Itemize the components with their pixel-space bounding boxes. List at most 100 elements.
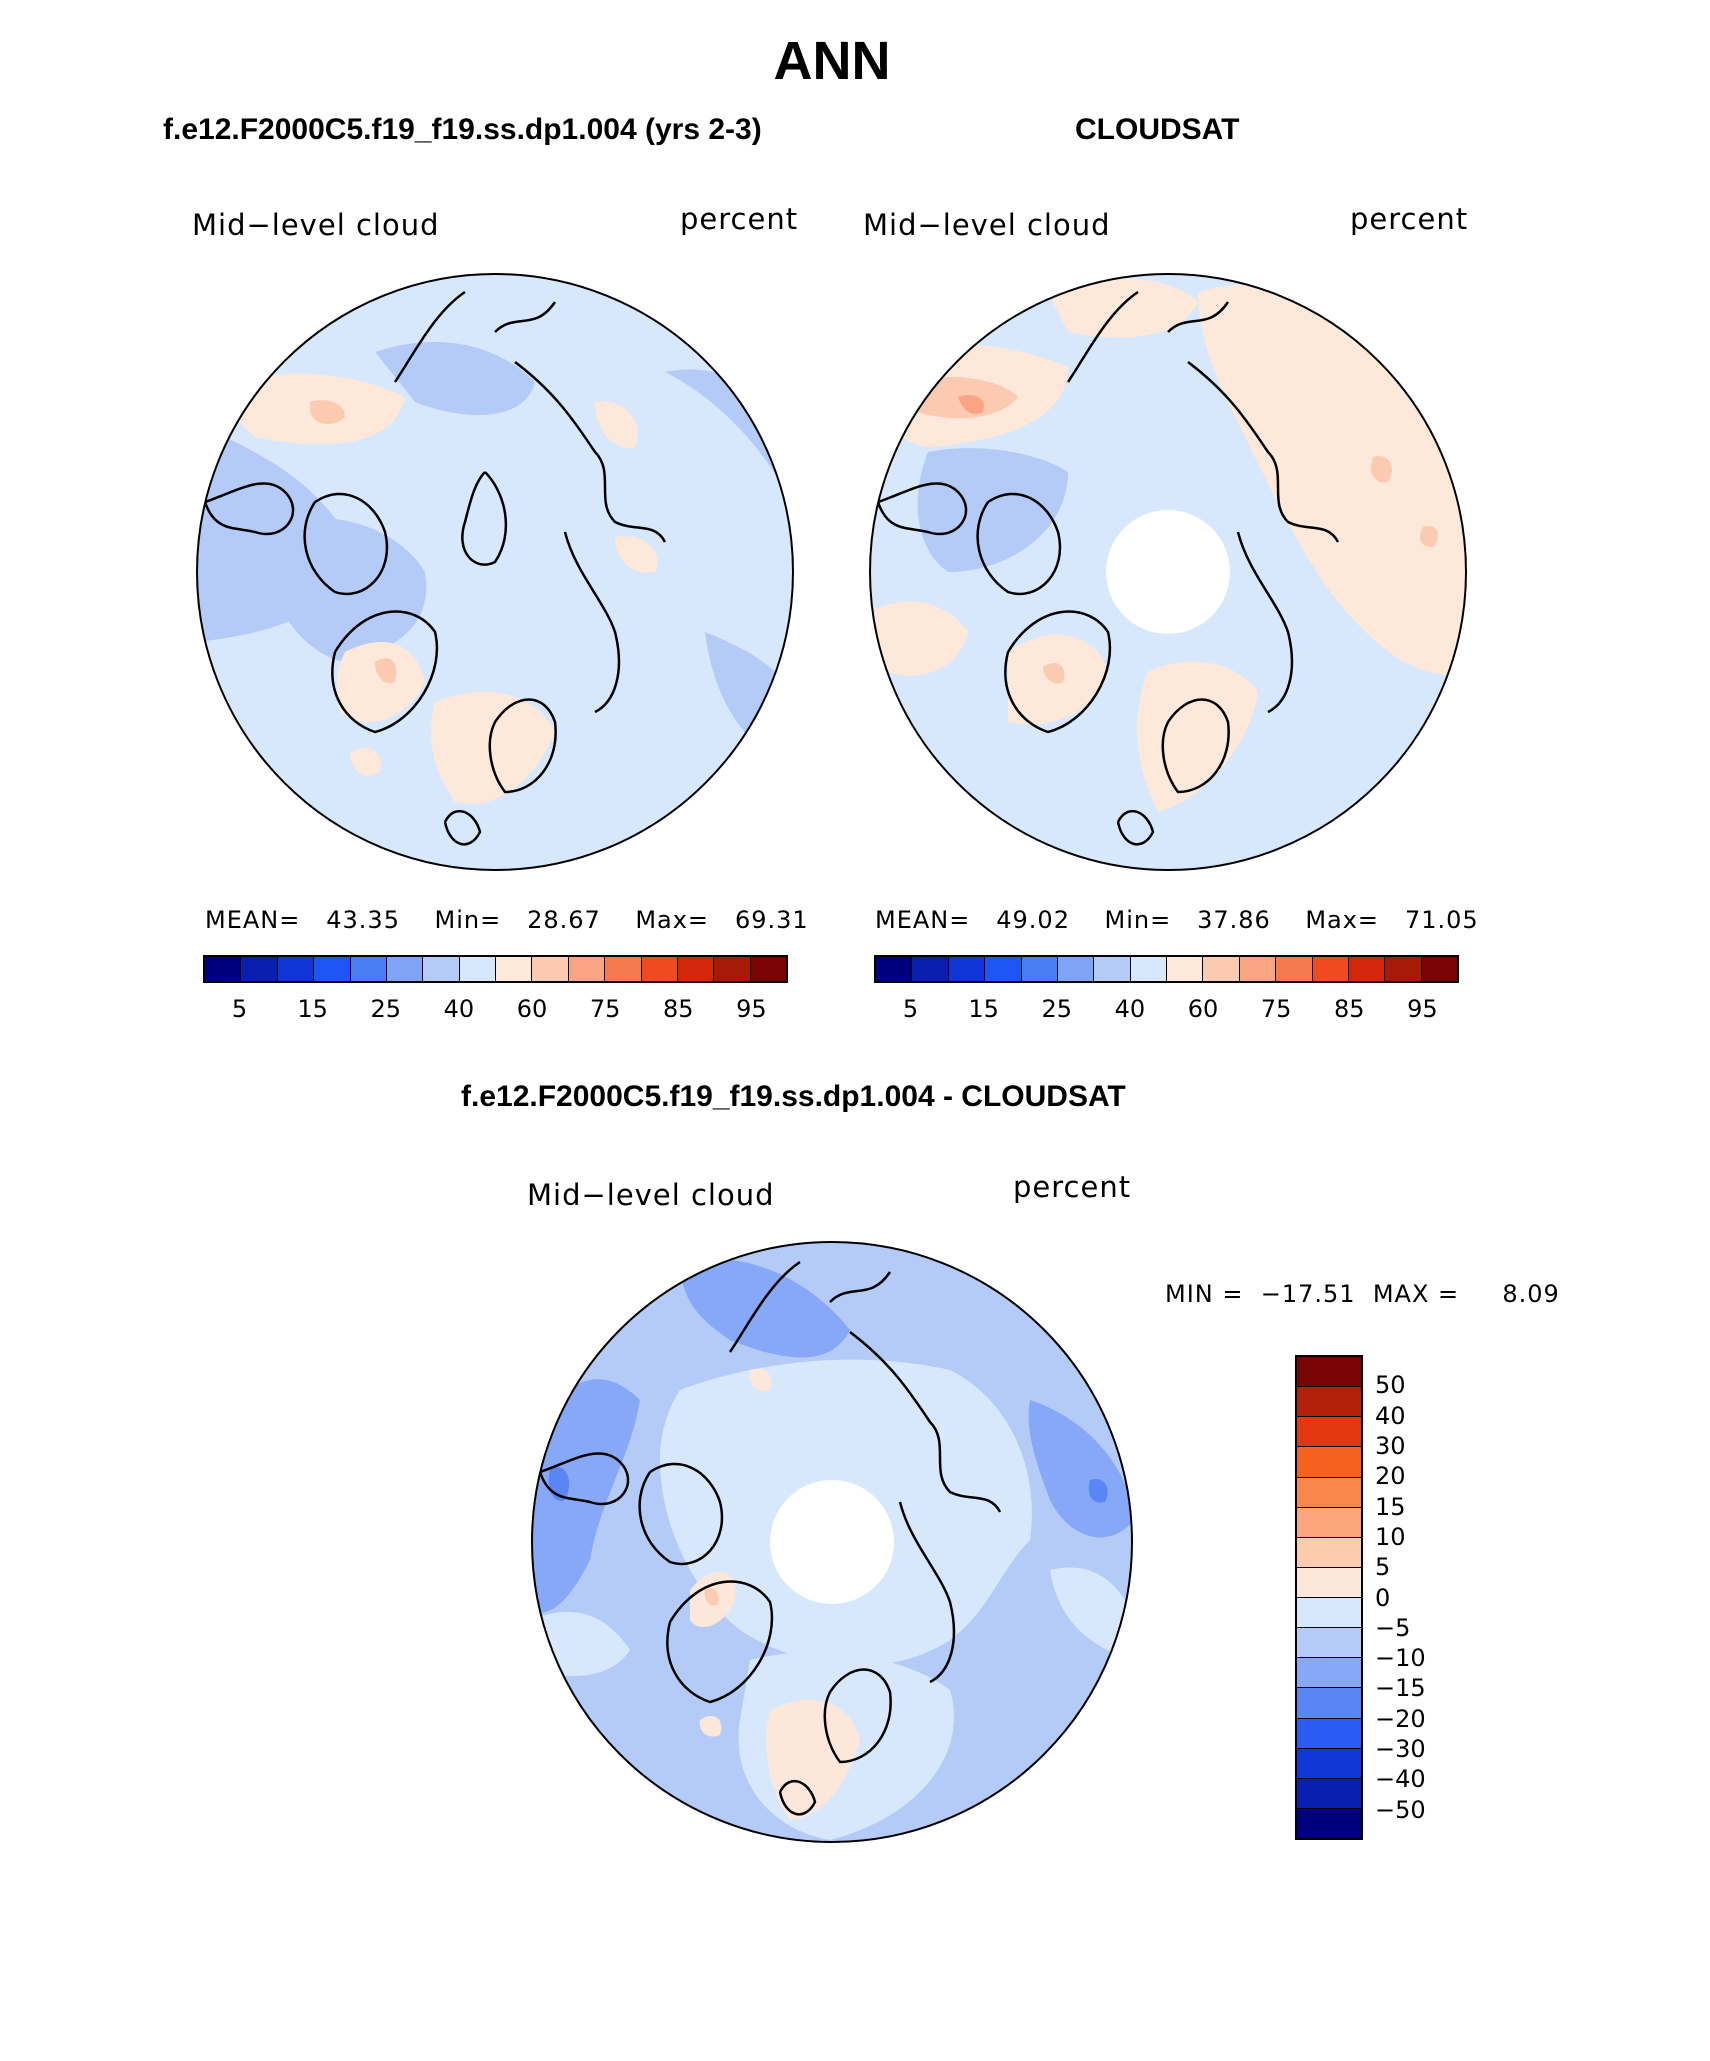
colorbar-segment [1297, 1718, 1361, 1749]
colorbar-segment [1385, 957, 1422, 981]
colorbar-tick-label: 5 [1375, 1553, 1391, 1582]
colorbar-tick-label: −5 [1375, 1613, 1411, 1642]
left-blue-region [375, 342, 535, 416]
right-min-value: 37.86 [1197, 906, 1271, 934]
diff-blue-region [532, 1379, 640, 1613]
left-warm-region [615, 536, 658, 573]
right-map-border [869, 273, 1467, 871]
right-blue-region [917, 448, 1068, 572]
diff-max-label: MAX = [1372, 1280, 1460, 1308]
left-warm-region [336, 642, 425, 722]
left-polar-map [196, 273, 794, 871]
colorbar-tick-label: 95 [736, 995, 767, 1023]
colorbar-tick-label: 15 [968, 995, 999, 1023]
left-mean-label: MEAN= [205, 906, 301, 934]
colorbar-tick-label: 5 [231, 995, 248, 1023]
colorbar-segment [314, 957, 351, 981]
right-max-label: Max= [1305, 906, 1380, 934]
colorbar-tick-label: 30 [1375, 1431, 1406, 1460]
colorbar-tick-label: 75 [589, 995, 621, 1023]
left-map-border [196, 273, 794, 871]
right-colorbar-ticks: 5 15 25 40 60 75 85 95 [874, 995, 1459, 1025]
diff-blue-region [680, 1258, 850, 1358]
right-units-label: percent [1350, 202, 1469, 236]
colorbar-segment [350, 957, 387, 981]
colorbar-segment [277, 957, 315, 981]
left-mean-value: 43.35 [326, 906, 400, 934]
colorbar-tick-label: −15 [1375, 1674, 1426, 1703]
right-min-label: Min= [1104, 906, 1172, 934]
colorbar-tick-label: 50 [1375, 1371, 1406, 1400]
diff-warm-region [704, 1588, 719, 1606]
colorbar-segment [532, 957, 569, 981]
colorbar-segment [1203, 957, 1240, 981]
right-warm-region [958, 395, 984, 414]
colorbar-tick-label: −40 [1375, 1765, 1426, 1794]
colorbar-segment [1297, 1357, 1361, 1388]
colorbar-segment [605, 957, 642, 981]
left-panel-title: f.e12.F2000C5.f19_f19.ss.dp1.004 (yrs 2-… [163, 113, 762, 146]
right-polar-map [869, 273, 1467, 871]
colorbar-segment [1297, 1688, 1361, 1719]
colorbar-tick-label: 15 [1375, 1492, 1406, 1521]
colorbar-segment [1421, 957, 1457, 981]
colorbar-tick-label: 10 [1375, 1522, 1406, 1551]
left-variable-label: Mid−level cloud [192, 208, 440, 242]
colorbar-tick-label: −50 [1375, 1795, 1426, 1824]
colorbar-segment [1297, 1567, 1361, 1598]
colorbar-segment [1297, 1417, 1361, 1448]
left-max-value: 69.31 [734, 906, 809, 934]
colorbar-tick-label: 85 [663, 995, 694, 1023]
diff-min-value: −17.51 [1260, 1280, 1356, 1308]
diff-warm-region [699, 1715, 722, 1737]
colorbar-tick-label: 15 [297, 995, 328, 1023]
left-warm-region [310, 400, 345, 424]
right-panel-title: CLOUDSAT [1075, 113, 1240, 146]
colorbar-tick-label: 0 [1375, 1583, 1391, 1612]
colorbar-segment [1297, 1658, 1361, 1689]
colorbar-segment [568, 957, 606, 981]
colorbar-segment [386, 957, 424, 981]
colorbar-segment [1297, 1387, 1361, 1418]
colorbar-segment [1297, 1598, 1361, 1629]
colorbar-segment [1057, 957, 1095, 981]
left-warm-region [595, 401, 638, 448]
colorbar-segment [677, 957, 715, 981]
diff-coastlines [538, 1260, 1002, 1816]
right-stats-line: MEAN= 49.02 Min= 37.86 Max= 71.05 [875, 906, 1479, 934]
colorbar-tick-label: 60 [1187, 995, 1219, 1023]
left-coastlines [203, 290, 667, 846]
diff-map-border [531, 1241, 1133, 1843]
colorbar-segment [1276, 957, 1313, 981]
colorbar-tick-label: 5 [902, 995, 919, 1023]
left-min-label: Min= [434, 906, 502, 934]
colorbar-tick-label: −20 [1375, 1704, 1426, 1733]
diff-blue-region [1028, 1400, 1132, 1538]
right-mean-value: 49.02 [996, 906, 1070, 934]
colorbar-tick-label: 25 [1041, 995, 1073, 1023]
colorbar-segment [1297, 1778, 1361, 1809]
left-warm-region [375, 658, 397, 684]
left-colorbar [203, 955, 788, 983]
colorbar-segment [241, 957, 278, 981]
colorbar-tick-label: 25 [370, 995, 402, 1023]
diff-polar-map [531, 1241, 1133, 1843]
colorbar-segment [714, 957, 751, 981]
colorbar-tick-label: 85 [1334, 995, 1365, 1023]
colorbar-segment [205, 957, 242, 981]
left-max-label: Max= [635, 906, 710, 934]
diff-blue-region [1088, 1479, 1108, 1503]
diff-warm-region [749, 1368, 772, 1392]
colorbar-segment [1130, 957, 1167, 981]
right-warm-region [1043, 662, 1065, 684]
colorbar-segment [1297, 1748, 1361, 1779]
diff-units-label: percent [1013, 1170, 1132, 1204]
colorbar-segment [876, 957, 913, 981]
colorbar-segment [1297, 1507, 1361, 1538]
diff-stats-line: MIN = −17.51 MAX = 8.09 [1165, 1280, 1560, 1308]
left-colorbar-ticks: 5 15 25 40 60 75 85 95 [203, 995, 788, 1025]
colorbar-segment [1297, 1447, 1361, 1478]
right-warm-region [1371, 456, 1393, 483]
left-min-value: 28.67 [527, 906, 601, 934]
left-units-label: percent [680, 202, 799, 236]
